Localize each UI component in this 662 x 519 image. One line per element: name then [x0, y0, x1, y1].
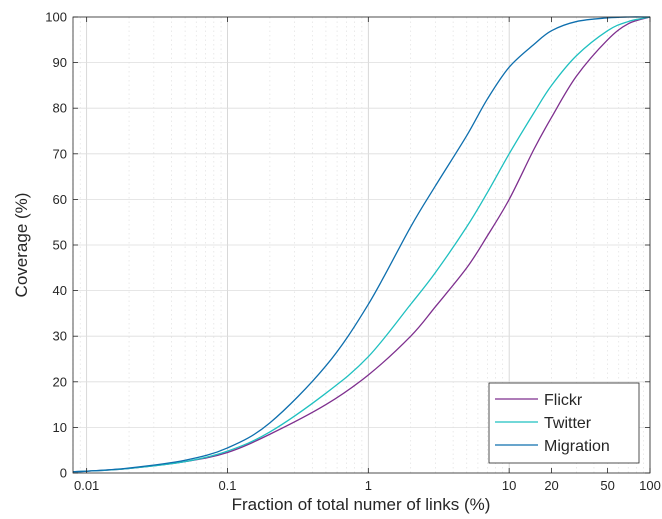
y-tick-label: 70	[53, 146, 67, 161]
x-tick-label: 0.01	[74, 478, 99, 493]
y-tick-label: 30	[53, 329, 67, 344]
y-tick-label: 90	[53, 55, 67, 70]
legend-items: Flickr Twitter Migration	[495, 392, 610, 455]
legend: Flickr Twitter Migration	[488, 382, 640, 464]
y-tick-label: 20	[53, 374, 67, 389]
x-tick-label: 20	[544, 478, 558, 493]
x-tick-label: 1	[365, 478, 372, 493]
y-tick-label: 10	[53, 420, 67, 435]
y-tick-label: 0	[60, 466, 67, 481]
series-line-twitter	[72, 16, 651, 473]
series-line-migration	[72, 16, 651, 473]
y-tick-label: 80	[53, 101, 67, 116]
legend-label-flickr: Flickr	[544, 392, 583, 409]
legend-label-twitter: Twitter	[544, 415, 592, 432]
series-lines	[72, 16, 651, 473]
x-tick-label: 50	[600, 478, 614, 493]
y-tick-label: 40	[53, 283, 67, 298]
legend-box	[488, 382, 640, 464]
axis-ticks: 0.01 0.1 1 10 20 50 100 0 10 20 30 40 50 60 70 80 90 100	[45, 10, 661, 494]
x-tick-label: 100	[639, 478, 661, 493]
grid	[72, 16, 651, 474]
x-tick-label: 10	[502, 478, 516, 493]
x-axis-title: Fraction of total numer of links (%)	[232, 495, 491, 514]
y-tick-label: 50	[53, 238, 67, 253]
y-tick-label: 100	[45, 10, 67, 25]
y-axis-title: Coverage (%)	[12, 193, 31, 298]
x-tick-label: 0.1	[218, 478, 236, 493]
y-tick-label: 60	[53, 192, 67, 207]
legend-label-migration: Migration	[544, 438, 610, 455]
